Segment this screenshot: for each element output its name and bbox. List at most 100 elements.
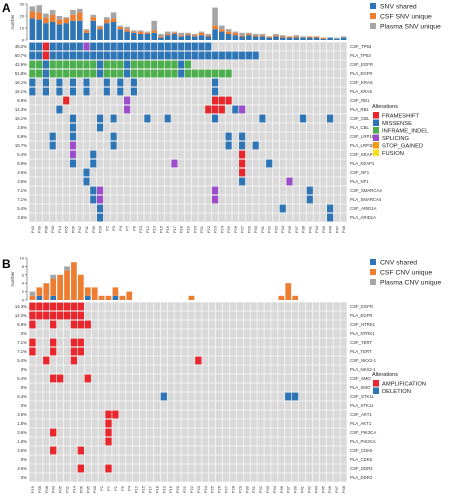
grid-cell [299,78,307,87]
grid-cell [211,42,219,51]
grid-cell [319,365,326,374]
grid-cell [98,320,105,329]
grid-cell [257,392,264,401]
grid-cell [271,302,278,311]
alteration-cell [83,60,90,69]
grid-cell [181,311,188,320]
grid-cell [178,78,185,87]
grid-cell [257,311,264,320]
grid-cell [98,419,105,428]
grid-cell [76,114,83,123]
grid-cell [305,338,313,347]
column-label: P11 [65,485,70,493]
grid-cell [43,419,50,428]
grid-cell [137,177,144,186]
alteration-cell [63,42,70,51]
grid-cell [211,213,219,222]
grid-cell [198,150,205,159]
grid-cell [178,168,185,177]
grid-cell [63,392,71,401]
grid-cell [340,141,347,150]
grid-cell [250,311,257,320]
alteration-cell [69,60,77,69]
grid-cell [164,78,171,87]
csf-unique-bar-segment [219,29,225,32]
plasma-unique-bar-segment [29,6,36,12]
grid-cell [43,410,50,419]
grid-cell [178,87,185,96]
csf-unique-bar-segment [198,32,205,36]
grid-cell [286,213,293,222]
grid-cell [333,401,340,410]
grid-cell [49,195,56,204]
grid-cell [63,320,71,329]
grid-cell [91,446,98,455]
grid-cell [313,141,320,150]
grid-cell [236,428,244,437]
grid-cell [146,383,154,392]
grid-cell [132,338,140,347]
grid-cell [298,392,306,401]
grid-cell [305,419,313,428]
grid-cell [319,302,326,311]
alteration-cell [130,51,137,60]
grid-cell [139,401,147,410]
grid-cell [36,132,43,141]
grid-cell [243,365,250,374]
grid-cell [202,302,209,311]
grid-cell [171,186,178,195]
grid-cell [229,428,237,437]
grid-cell [184,141,192,150]
grid-cell [312,473,320,482]
grid-cell [285,347,292,356]
grid-cell [43,464,50,473]
plasma-unique-bar-segment [63,17,69,19]
alteration-cell [50,347,57,356]
grid-cell [70,473,78,482]
grid-cell [306,177,313,186]
grid-cell [181,320,188,329]
grid-cell [112,356,119,365]
alteration-cell [36,302,43,311]
grid-cell [291,428,299,437]
grid-cell [191,96,198,105]
grid-cell [103,186,110,195]
grid-cell [286,42,293,51]
grid-cell [56,446,64,455]
grid-cell [29,329,36,338]
grid-cell [266,150,273,159]
grid-cell [171,150,178,159]
grid-cell [215,311,223,320]
grid-cell [98,428,105,437]
grid-cell [202,410,209,419]
grid-cell [333,347,340,356]
grid-cell [209,401,216,410]
grid-cell [29,401,36,410]
grid-cell [153,419,161,428]
grid-cell [279,150,286,159]
grid-cell [211,168,219,177]
grid-cell [139,392,147,401]
grid-cell [340,195,347,204]
grid-cell [63,195,70,204]
grid-cell [146,392,154,401]
shared-bar-segment [340,37,347,40]
grid-cell [188,356,195,365]
grid-cell [77,365,85,374]
grid-cell [326,302,333,311]
grid-cell [333,464,340,473]
grid-cell [313,114,320,123]
grid-cell [305,311,313,320]
alteration-legend-label: AMPLIFICATION [382,381,426,387]
alteration-cell [117,51,124,60]
grid-cell [340,311,347,320]
grid-cell [151,150,158,159]
row-percent: 5.4% [17,206,27,211]
grid-cell [91,365,98,374]
alteration-cell [70,356,78,365]
alteration-cell [239,51,246,60]
grid-cell [264,473,271,482]
grid-cell [271,428,278,437]
grid-cell [312,410,320,419]
grid-cell [124,150,131,159]
